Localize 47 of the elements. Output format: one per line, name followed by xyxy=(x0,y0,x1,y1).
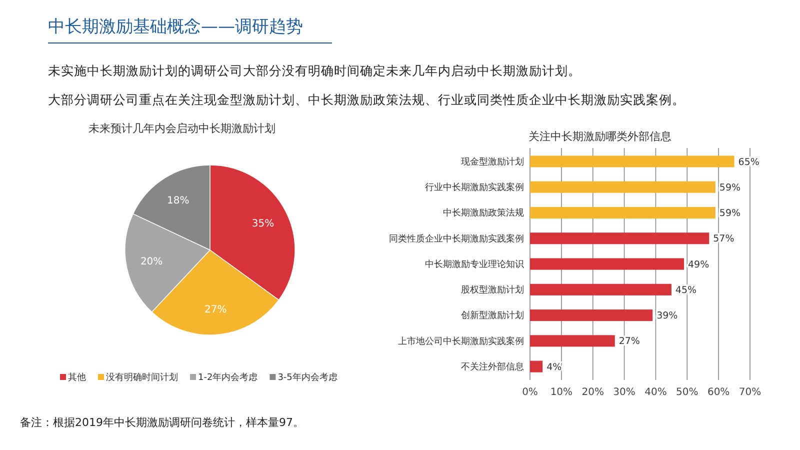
data-label: 65% xyxy=(738,156,760,168)
x-tick-label: 20% xyxy=(582,387,604,398)
data-label: 39% xyxy=(656,310,678,322)
y-tick-label: 创新型激励计划 xyxy=(461,310,524,322)
data-label: 27% xyxy=(204,304,227,316)
x-tick-label: 60% xyxy=(707,387,730,398)
legend-label: 没有明确时间计划 xyxy=(106,372,178,383)
x-tick-label: 0% xyxy=(522,387,538,398)
x-tick-label: 70% xyxy=(738,387,762,398)
data-label: 4% xyxy=(546,362,562,373)
legend-label: 1-2年内会考虑 xyxy=(198,372,258,383)
y-tick-label: 行业中长期激励实践案例 xyxy=(425,182,524,193)
text: 未实施中长期激励计划的调研公司大部分没有明确时间确定未来几年内启动中长期激励计划。 xyxy=(48,63,581,78)
data-label: 20% xyxy=(140,256,163,268)
data-label: 59% xyxy=(719,208,741,220)
text: 大部分调研公司重点在关注现金型激励计划、中长期激励政策法规、行业或同类性质企业中长期激励实践案例。 xyxy=(48,92,685,107)
bar xyxy=(530,206,716,218)
x-tick-label: 10% xyxy=(550,387,573,398)
bar xyxy=(530,335,615,347)
bar xyxy=(530,284,672,296)
legend-label: 其他 xyxy=(68,372,86,383)
bar xyxy=(530,360,543,372)
bar xyxy=(530,258,684,270)
y-tick-label: 中长期激励政策法规 xyxy=(443,208,524,219)
y-tick-label: 上市地公司中长期激励实践案例 xyxy=(398,336,524,347)
chart-title: 关注中长期激励哪类外部信息 xyxy=(528,130,672,143)
y-tick-label: 中长期激励专业理论知识 xyxy=(425,258,524,270)
bar xyxy=(530,181,716,193)
x-tick-label: 40% xyxy=(644,387,667,398)
data-label: 59% xyxy=(719,182,741,194)
chart-title: 未来预计几年内会启动中长期激励计划 xyxy=(88,122,276,135)
text: 备注：根据2019年中长期激励调研问卷统计，样本量97。 xyxy=(20,416,304,429)
legend-label: 3-5年内会考虑 xyxy=(278,372,338,383)
bar xyxy=(530,310,653,322)
data-label: 18% xyxy=(167,195,190,206)
y-tick-label: 同类性质企业中长期激励实践案例 xyxy=(389,233,524,244)
bar xyxy=(530,232,710,244)
data-label: 35% xyxy=(252,218,274,230)
y-tick-label: 不关注外部信息 xyxy=(461,361,524,372)
x-tick-label: 50% xyxy=(676,387,698,398)
data-label: 57% xyxy=(713,234,734,245)
y-tick-label: 现金型激励计划 xyxy=(461,156,524,168)
y-tick-label: 股权型激励计划 xyxy=(461,284,524,296)
data-label: 49% xyxy=(688,259,710,270)
x-tick-label: 30% xyxy=(613,387,636,398)
text: 中长期激励基础概念——调研趋势 xyxy=(48,17,303,37)
bar xyxy=(530,156,734,168)
